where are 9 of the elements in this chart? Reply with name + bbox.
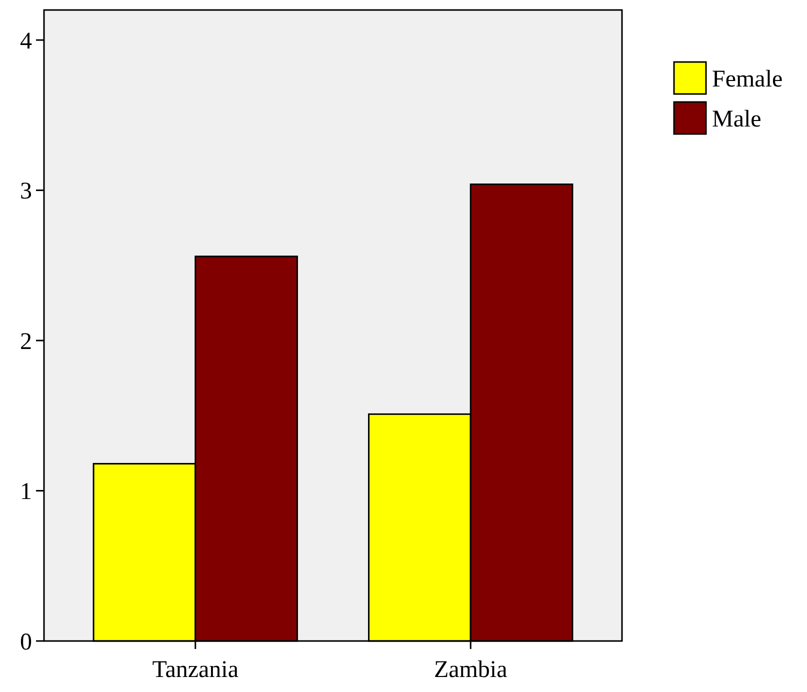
legend-label: Female (712, 66, 783, 92)
y-tick-label: 3 (20, 178, 32, 205)
y-tick-label: 2 (20, 328, 32, 355)
y-tick-label: 0 (20, 629, 32, 656)
x-tick-label: Tanzania (152, 657, 239, 683)
y-tick-label: 1 (20, 479, 32, 506)
legend-label: Male (712, 106, 762, 132)
y-tick-label: 4 (20, 28, 32, 54)
x-tick-label: Zambia (434, 657, 508, 683)
